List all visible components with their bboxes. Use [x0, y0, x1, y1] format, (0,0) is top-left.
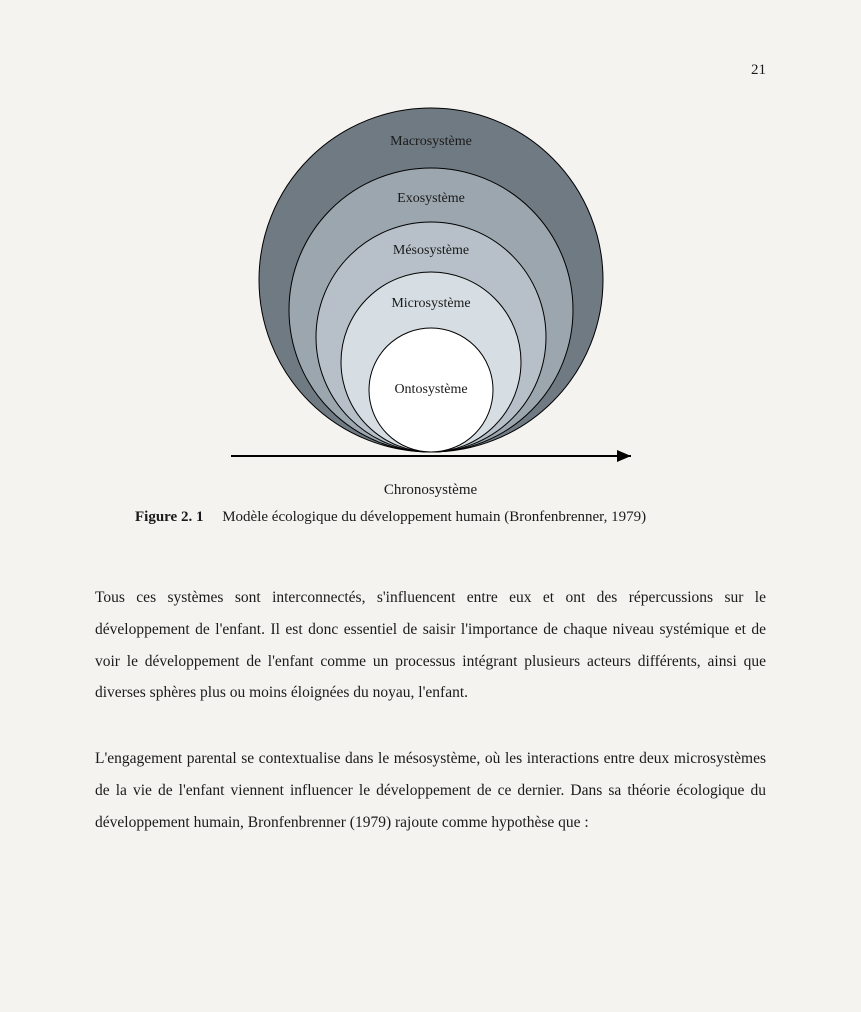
axis-label: Chronosystème	[384, 482, 477, 499]
ecological-model-diagram: Macrosystème Exosystème Mésosystème Microsy…	[221, 104, 641, 476]
timeline-arrow-head	[617, 450, 631, 462]
page-number: 21	[751, 62, 766, 79]
figure-caption-text: Modèle écologique du développement humai…	[222, 509, 646, 525]
ring-label-4: Ontosystème	[394, 382, 467, 397]
paragraph: Tous ces systèmes sont interconnectés, s…	[95, 582, 766, 709]
ring-label-0: Macrosystème	[390, 134, 472, 149]
figure-label: Figure 2. 1	[135, 509, 203, 525]
body-text: Tous ces systèmes sont interconnectés, s…	[95, 582, 766, 838]
ring-label-2: Mésosystème	[392, 243, 468, 258]
ring-label-3: Microsystème	[391, 296, 470, 311]
paragraph: L'engagement parental se contextualise d…	[95, 743, 766, 838]
figure: Macrosystème Exosystème Mésosystème Microsy…	[95, 104, 766, 526]
figure-caption: Figure 2. 1 Modèle écologique du dévelop…	[95, 509, 766, 526]
ring-label-1: Exosystème	[397, 191, 465, 206]
